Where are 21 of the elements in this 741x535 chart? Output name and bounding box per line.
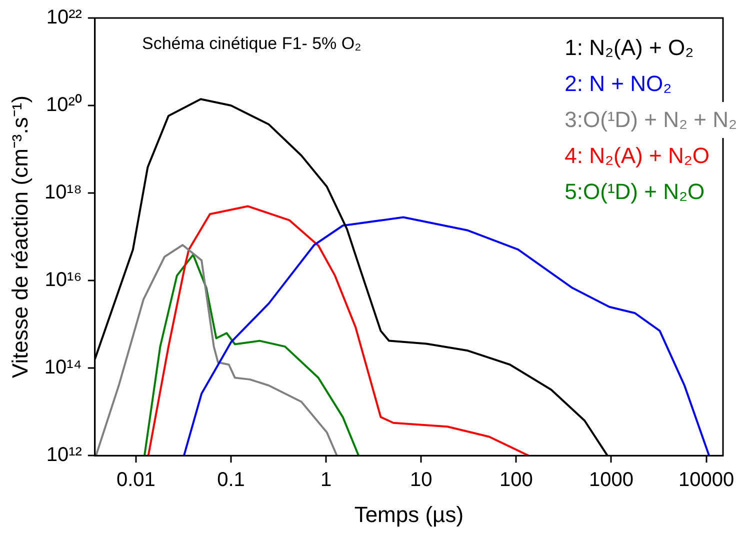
annotation: Schéma cinétique F1- 5% O₂ [142, 34, 362, 54]
x-axis-title: Temps (µs) [354, 502, 464, 527]
text: 3:O(¹D) + N₂ + N₂ [562, 102, 739, 138]
y-tick-label: 10¹⁴ [44, 356, 82, 379]
x-tick-label: 10000 [678, 469, 734, 492]
text: 2: N + NO₂ [562, 66, 674, 102]
y-axis-title: Vitesse de réaction (cm⁻³.s⁻¹) [7, 96, 32, 378]
y-tick-label: 10¹⁸ [44, 182, 82, 204]
text: 5:O(¹D) + N₂O [562, 174, 707, 210]
text: 4: N₂(A) + N₂O [562, 138, 712, 174]
x-tick-label: 0.1 [217, 469, 245, 492]
y-tick-label: 10¹⁶ [44, 269, 82, 292]
x-tick-label: 0.01 [116, 469, 156, 492]
x-tick-label: 1000 [588, 469, 634, 492]
y-tick-label: 10²⁰ [46, 93, 82, 116]
x-tick-label: 10 [410, 469, 432, 492]
text: 1: N₂(A) + O₂ [562, 30, 696, 66]
y-tick-label: 10²² [46, 6, 82, 29]
x-tick-label: 100 [499, 469, 533, 492]
y-tick-label: 10¹² [46, 444, 82, 466]
x-tick-label: 1 [320, 469, 332, 492]
